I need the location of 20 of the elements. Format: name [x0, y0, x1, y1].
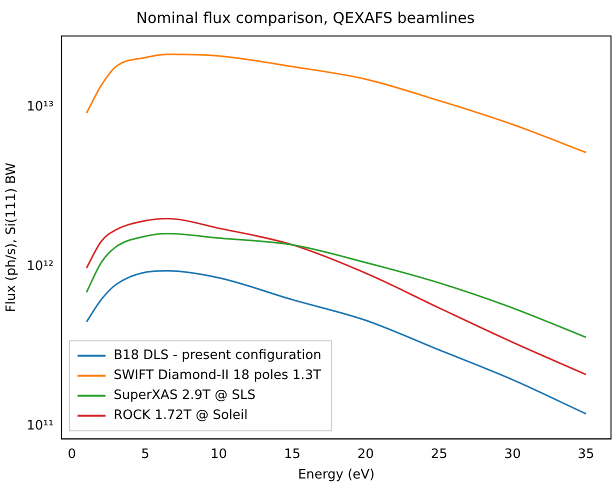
x-tick-label: 20: [357, 446, 374, 462]
x-tick-label: 10: [210, 446, 228, 462]
x-tick-label: 35: [578, 446, 594, 462]
y-tick-label: 10¹³: [26, 100, 54, 115]
x-axis-title: Energy (eV): [298, 468, 375, 483]
x-tick-label: 25: [430, 446, 448, 462]
legend-label: SuperXAS 2.9T @ SLS: [114, 388, 256, 404]
legend-label: B18 DLS - present configuration: [114, 348, 322, 364]
line-series: [86, 232, 587, 338]
y-tick-label: 10¹²: [26, 258, 54, 274]
chart-title: Nominal flux comparison, QEXAFS beamlines: [136, 8, 475, 27]
x-tick-label: 30: [504, 446, 521, 462]
y-tick-label: 10¹¹: [26, 418, 54, 434]
x-tick-label: 15: [284, 446, 300, 462]
legend-label: SWIFT Diamond-II 18 poles 1.3T: [114, 368, 322, 384]
y-axis-title: Flux (ph/s), Si(111) BW: [4, 162, 20, 312]
x-tick-label: 5: [141, 446, 150, 462]
x-tick-label: 0: [68, 446, 76, 462]
line-series: [86, 53, 587, 154]
legend-label: ROCK 1.72T @ Soleil: [114, 408, 248, 424]
